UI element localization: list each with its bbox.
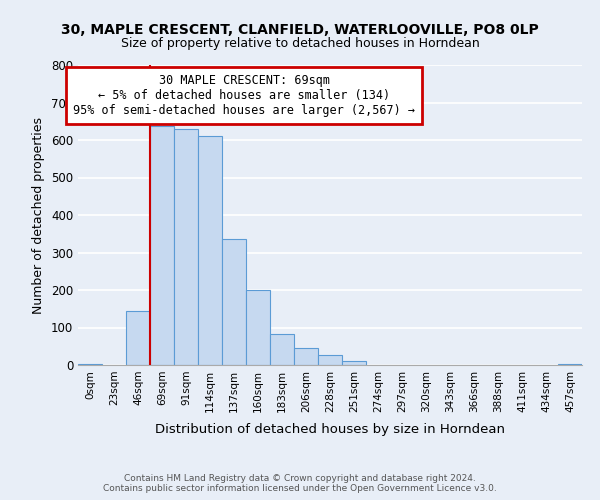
- Bar: [198, 136, 222, 365]
- Bar: [294, 348, 318, 365]
- Bar: [222, 240, 246, 365]
- Text: Contains HM Land Registry data © Crown copyright and database right 2024.: Contains HM Land Registry data © Crown c…: [124, 474, 476, 483]
- X-axis label: Distribution of detached houses by size in Horndean: Distribution of detached houses by size …: [155, 423, 505, 436]
- Text: Size of property relative to detached houses in Horndean: Size of property relative to detached ho…: [121, 38, 479, 51]
- Bar: [78, 364, 102, 365]
- Bar: [150, 126, 174, 365]
- Text: 30, MAPLE CRESCENT, CLANFIELD, WATERLOOVILLE, PO8 0LP: 30, MAPLE CRESCENT, CLANFIELD, WATERLOOV…: [61, 22, 539, 36]
- Text: 30 MAPLE CRESCENT: 69sqm
← 5% of detached houses are smaller (134)
95% of semi-d: 30 MAPLE CRESCENT: 69sqm ← 5% of detache…: [73, 74, 415, 117]
- Bar: [270, 334, 294, 365]
- Bar: [246, 290, 270, 365]
- Bar: [318, 355, 342, 365]
- Bar: [558, 364, 582, 365]
- Bar: [174, 128, 198, 365]
- Bar: [342, 360, 366, 365]
- Y-axis label: Number of detached properties: Number of detached properties: [32, 116, 46, 314]
- Text: Contains public sector information licensed under the Open Government Licence v3: Contains public sector information licen…: [103, 484, 497, 493]
- Bar: [126, 312, 150, 365]
